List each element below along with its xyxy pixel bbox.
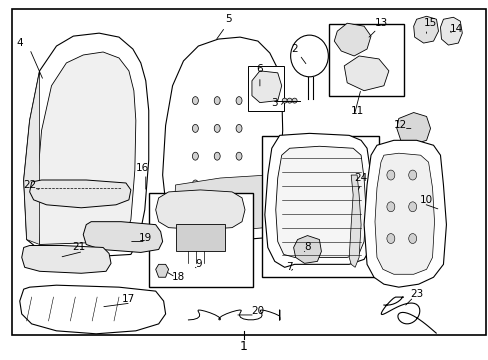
Text: 23: 23 [409,289,423,299]
Ellipse shape [408,234,416,243]
Polygon shape [396,113,429,144]
Ellipse shape [192,125,198,132]
Text: 6: 6 [256,64,263,74]
Ellipse shape [386,170,394,180]
Polygon shape [83,222,163,252]
Polygon shape [344,56,388,91]
Text: 16: 16 [136,163,149,173]
Polygon shape [293,235,321,264]
Circle shape [282,98,286,103]
Polygon shape [21,246,111,273]
Text: 22: 22 [23,180,36,190]
Text: 15: 15 [423,18,436,28]
Bar [247,66,283,111]
Polygon shape [24,71,40,244]
Ellipse shape [214,125,220,132]
Text: 10: 10 [419,195,432,205]
Ellipse shape [236,180,242,188]
Text: 1: 1 [240,340,247,353]
Polygon shape [348,175,360,267]
Ellipse shape [192,180,198,188]
Text: 13: 13 [373,18,387,28]
Polygon shape [155,190,244,230]
Text: 17: 17 [122,294,135,304]
Text: 5: 5 [224,14,231,24]
Text: 3: 3 [271,98,278,108]
Ellipse shape [214,96,220,105]
Polygon shape [251,71,281,103]
Polygon shape [24,33,148,257]
Ellipse shape [408,170,416,180]
Ellipse shape [236,96,242,105]
Polygon shape [374,153,434,274]
Bar [175,224,224,251]
Polygon shape [413,16,438,43]
Text: 14: 14 [449,24,462,34]
Ellipse shape [192,96,198,105]
Text: 20: 20 [251,306,264,316]
Polygon shape [264,133,373,267]
Polygon shape [155,264,168,277]
Ellipse shape [408,202,416,212]
Polygon shape [334,23,370,56]
Text: 2: 2 [291,44,297,54]
Bar [328,24,403,96]
Bar [262,136,378,277]
Text: 24: 24 [354,173,367,183]
Ellipse shape [386,202,394,212]
Polygon shape [174,175,271,231]
Text: 18: 18 [172,272,185,282]
Ellipse shape [236,152,242,160]
Text: 7: 7 [286,262,292,272]
Text: 19: 19 [139,233,152,243]
Polygon shape [163,37,282,242]
Text: 12: 12 [393,121,407,130]
Text: 4: 4 [17,38,23,48]
Ellipse shape [290,35,327,77]
Text: 8: 8 [304,243,310,252]
Text: 9: 9 [195,259,201,269]
Polygon shape [275,146,366,257]
Polygon shape [364,140,446,287]
Ellipse shape [386,234,394,243]
Ellipse shape [214,152,220,160]
Bar [148,193,252,287]
Circle shape [291,98,297,103]
Polygon shape [37,52,136,244]
Polygon shape [440,17,461,45]
Polygon shape [20,285,165,334]
Ellipse shape [214,180,220,188]
Ellipse shape [236,125,242,132]
Text: 11: 11 [350,105,363,116]
Polygon shape [30,180,131,208]
Text: 21: 21 [73,243,86,252]
Circle shape [286,98,291,103]
Ellipse shape [192,152,198,160]
